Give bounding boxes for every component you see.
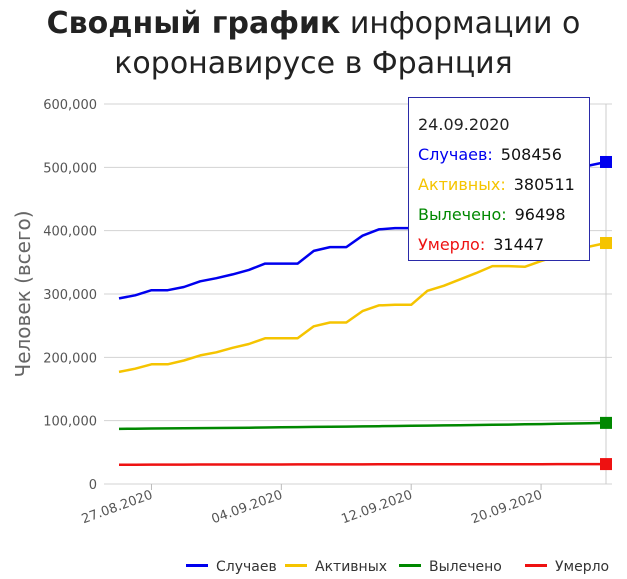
hover-marker	[600, 155, 612, 168]
y-axis-label: Человек (всего)	[11, 210, 35, 377]
chart-title-bold: Сводный график	[46, 6, 341, 41]
tooltip-row-deaths: Умерло: 31447	[418, 230, 589, 260]
legend-label: Случаев	[216, 559, 277, 575]
tooltip-label: Случаев:	[418, 145, 493, 164]
legend-swatch	[525, 563, 547, 567]
tooltip-date: 24.09.2020	[418, 115, 510, 134]
legend-swatch	[399, 563, 421, 567]
tooltip-row-active: Активных: 380511	[418, 170, 589, 200]
tooltip-value: 31447	[493, 235, 545, 254]
y-tick-label: 0	[89, 478, 97, 493]
chart-title: Сводный график информации о коронавирусе…	[0, 4, 627, 84]
legend-label: Умерло	[555, 559, 610, 575]
legend-swatch	[285, 563, 307, 567]
hover-marker	[600, 237, 612, 250]
y-tick-label: 200,000	[43, 351, 97, 366]
tooltip-row-recovered: Вылечено: 96498	[418, 200, 589, 230]
legend: Случаев Активных Вылечено Умерло	[0, 556, 627, 578]
tooltip-value: 96498	[514, 205, 566, 224]
y-tick-label: 300,000	[43, 288, 97, 303]
y-axis-ticks: 0 100,000 200,000 300,000 400,000 500,000 600,…	[43, 98, 97, 493]
legend-label: Вылечено	[429, 559, 502, 575]
y-tick-label: 600,000	[43, 98, 97, 113]
legend-item-recovered[interactable]: Вылечено	[399, 556, 502, 578]
x-tick-label: 27.08.2020	[80, 488, 155, 528]
y-tick-label: 100,000	[43, 415, 97, 430]
legend-item-deaths[interactable]: Умерло	[525, 556, 609, 578]
chart-title-rest: информации о коронавирусе в Франция	[114, 6, 581, 81]
hover-markers	[600, 155, 612, 471]
hover-marker	[600, 458, 612, 471]
y-tick-label: 400,000	[43, 225, 97, 240]
tooltip-value: 508456	[500, 145, 562, 164]
legend-item-cases[interactable]: Случаев	[186, 556, 277, 578]
y-tick-label: 500,000	[43, 161, 97, 176]
tooltip-label: Активных:	[418, 175, 506, 194]
legend-item-active[interactable]: Активных	[285, 556, 387, 578]
x-tick-label: 20.09.2020	[469, 488, 544, 528]
legend-label: Активных	[315, 559, 388, 575]
series-line	[118, 421, 607, 431]
data-tooltip: 24.09.2020 Случаев: 508456 Активных: 38051…	[408, 97, 590, 261]
tooltip-row-cases: Случаев: 508456	[418, 140, 589, 170]
series-line	[119, 462, 606, 466]
x-tick-label: 12.09.2020	[339, 488, 414, 528]
x-tick-label: 04.09.2020	[210, 488, 285, 528]
tooltip-value: 380511	[513, 175, 575, 194]
series-line	[118, 241, 607, 374]
hover-marker	[600, 416, 612, 429]
legend-swatch	[186, 563, 208, 567]
tooltip-label: Умерло:	[418, 235, 486, 254]
tooltip-label: Вылечено:	[418, 205, 507, 224]
